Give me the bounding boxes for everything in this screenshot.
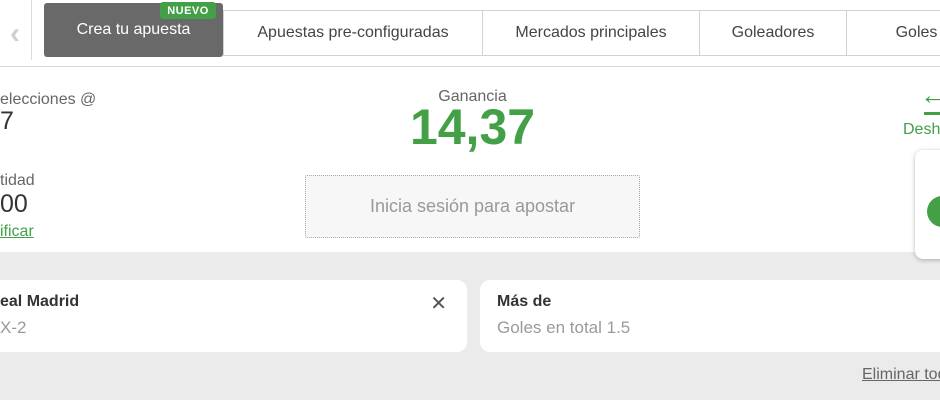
selection-card-mas-de: Más de Goles en total 1.5	[480, 280, 940, 352]
stake-value: 00	[0, 190, 28, 218]
selections-count-label: elecciones @	[0, 91, 97, 108]
close-icon[interactable]: ✕	[430, 293, 447, 315]
tab-goles[interactable]: Goles	[847, 10, 940, 56]
undo-label: Deshacer	[903, 121, 940, 138]
selection-title: eal Madrid	[0, 293, 80, 310]
tab-apuestas-pre-configuradas[interactable]: Apuestas pre-configuradas	[223, 10, 483, 56]
selection-market: X-2	[0, 318, 27, 337]
payout-value: 14,37	[409, 99, 536, 155]
selection-title: Más de	[497, 293, 552, 310]
floating-slip-card	[915, 150, 940, 259]
selection-market: Goles en total 1.5	[497, 318, 631, 337]
tab-goleadores[interactable]: Goleadores	[700, 10, 847, 56]
payout-label: Ganancia	[438, 88, 507, 105]
modify-stake-link[interactable]: ificar	[0, 223, 34, 240]
add-selection-fab[interactable]	[927, 196, 940, 227]
selections-area: eal Madrid X-2 ✕ Más de Goles en total 1…	[0, 252, 940, 400]
undo-arrow-icon: ←	[920, 80, 940, 110]
betslip-summary: elecciones @ 7 tidad 00 ificar Ganancia …	[0, 68, 940, 252]
remove-all-link[interactable]: Eliminar todo	[862, 366, 940, 383]
login-to-bet-button[interactable]: Inicia sesión para apostar	[305, 175, 640, 238]
selection-card-real-madrid: eal Madrid X-2 ✕	[0, 280, 467, 352]
divider	[31, 0, 32, 60]
undo-arrow-underline	[924, 112, 940, 115]
tab-bar: ‹ Crea tu apuesta NUEVO Apuestas pre-con…	[0, 0, 940, 67]
scroll-left-chevron-icon[interactable]: ‹	[10, 17, 20, 50]
nuevo-badge: NUEVO	[160, 2, 216, 19]
total-odds-value: 7	[0, 107, 14, 135]
tab-mercados-principales[interactable]: Mercados principales	[483, 10, 700, 56]
stake-label: tidad	[0, 172, 35, 189]
